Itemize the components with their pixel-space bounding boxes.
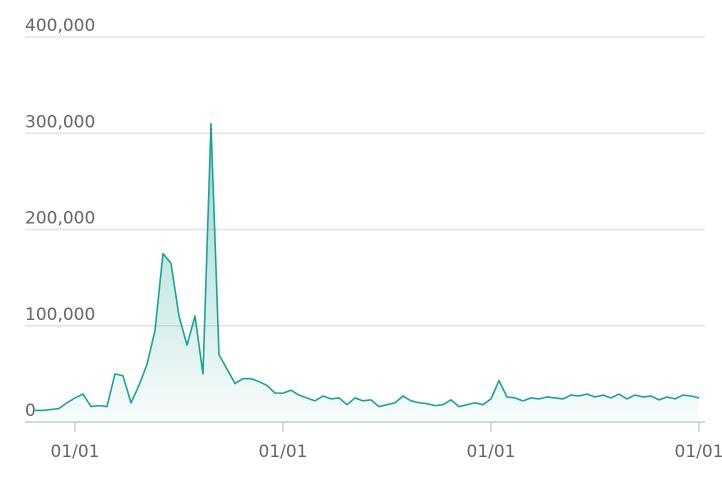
y-tick-label: 0	[25, 401, 36, 421]
x-tick-label: 01/01	[259, 442, 308, 462]
x-tick-label: 01/01	[467, 442, 516, 462]
y-tick-label: 400,000	[25, 16, 95, 36]
area	[35, 123, 699, 422]
x-tick-label: 01/01	[51, 442, 100, 462]
x-tick-label: 01/01	[675, 442, 722, 462]
y-tick-label: 300,000	[25, 112, 95, 132]
line	[35, 122, 700, 412]
y-tick-label: 100,000	[25, 305, 95, 325]
y-tick-label: 200,000	[25, 209, 95, 229]
